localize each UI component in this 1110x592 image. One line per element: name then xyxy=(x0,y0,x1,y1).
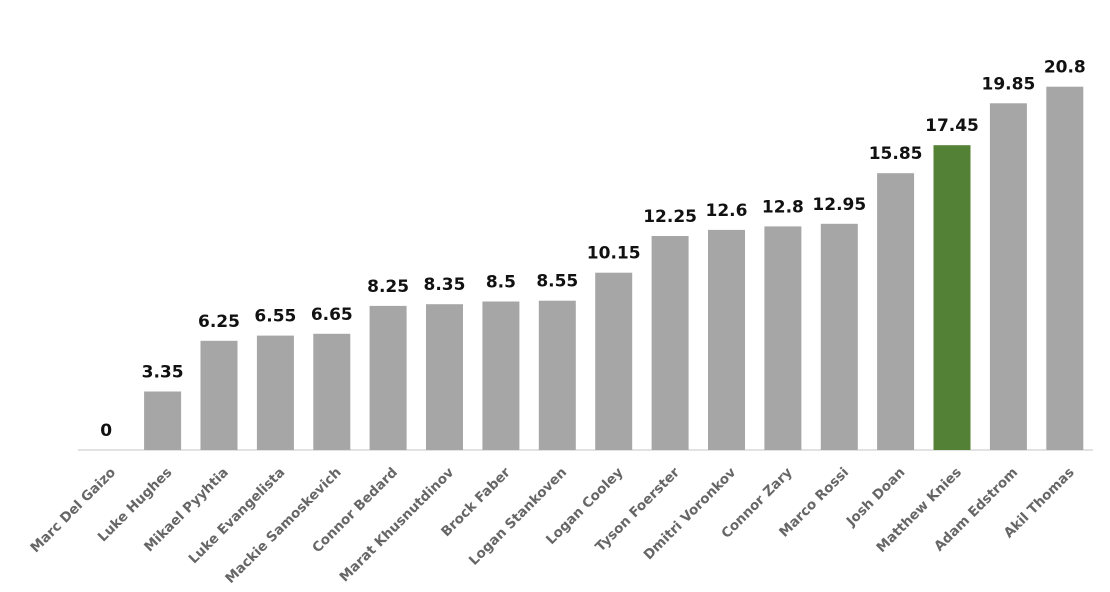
value-label-13: 12.95 xyxy=(812,195,866,215)
value-label-4: 6.65 xyxy=(311,305,353,325)
value-label-group: 03.356.25 6.55 6.658.25 8.35 8.5 8.5510.1512.… xyxy=(100,58,1085,441)
value-label-8: 8.55 xyxy=(536,272,578,292)
bar-13 xyxy=(820,223,858,450)
value-label-2: 6.25 xyxy=(198,312,240,332)
bar-12 xyxy=(764,226,802,450)
value-label-5: 8.25 xyxy=(367,277,409,297)
bar-17 xyxy=(1046,86,1084,450)
bar-1 xyxy=(144,391,182,450)
value-label-14: 15.85 xyxy=(869,144,923,164)
category-label-11: Dmitri Voronkov xyxy=(641,464,740,563)
bar-6 xyxy=(426,304,463,450)
bar-5 xyxy=(369,305,407,450)
bar-14 xyxy=(877,173,915,450)
category-label-6: Marat Khusnutdinov xyxy=(337,464,458,585)
bar-10 xyxy=(651,236,689,450)
value-label-6: 8.35 xyxy=(424,275,466,295)
bar-15 xyxy=(933,145,971,450)
value-label-0: 0 xyxy=(100,421,112,441)
value-label-16: 19.85 xyxy=(982,74,1036,94)
category-label-8: Logan Stankoven xyxy=(466,465,570,569)
category-label-3: Luke Evangelista xyxy=(186,465,289,568)
bar-4 xyxy=(313,333,351,450)
bar-group xyxy=(144,86,1084,451)
bar-3 xyxy=(256,335,294,450)
bar-7 xyxy=(482,301,520,450)
value-label-17: 20.8 xyxy=(1044,58,1086,78)
value-label-10: 12.25 xyxy=(643,207,697,227)
bar-16 xyxy=(989,103,1027,451)
value-label-1: 3.35 xyxy=(142,363,184,383)
value-label-9: 10.15 xyxy=(587,244,641,264)
bar-2 xyxy=(200,340,238,450)
value-label-12: 12.8 xyxy=(762,197,804,217)
value-label-7: 8.5 xyxy=(486,273,516,293)
bar-9 xyxy=(595,272,633,450)
bar-11 xyxy=(708,229,745,450)
value-label-15: 17.45 xyxy=(925,116,979,136)
value-label-3: 6.55 xyxy=(254,307,296,327)
value-label-11: 12.6 xyxy=(706,201,748,221)
bar-8 xyxy=(538,300,576,450)
category-label-4: Mackie Samoskevich xyxy=(222,465,344,587)
